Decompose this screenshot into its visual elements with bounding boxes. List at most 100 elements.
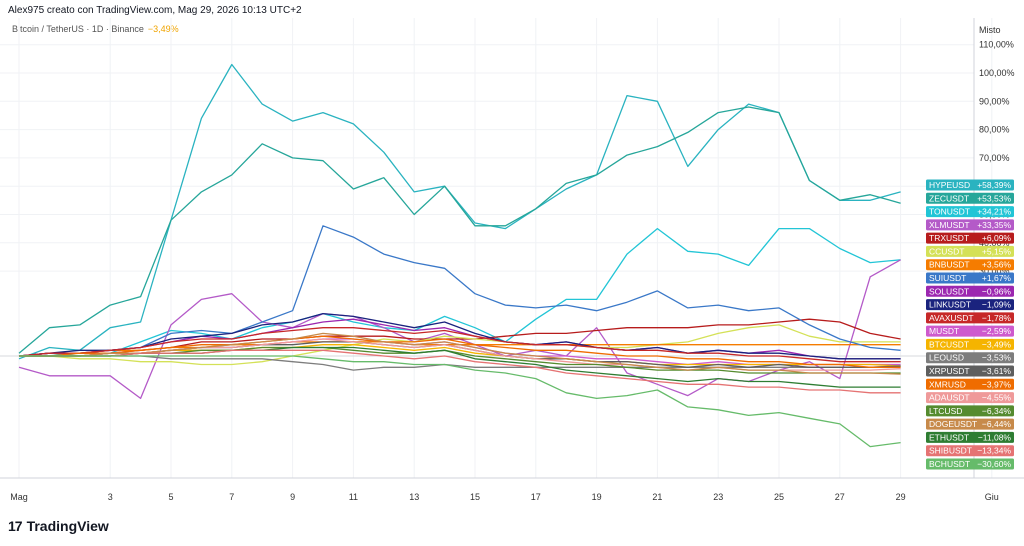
badge-zecusdt: ZECUSDT +53,53% bbox=[926, 192, 1014, 204]
badge-change: +6,09% bbox=[982, 233, 1012, 243]
badge-symbol: SHIBUSDT bbox=[929, 446, 972, 456]
badge-background bbox=[926, 192, 1014, 204]
badge-linkusdt: LINKUSDT −1,09% bbox=[926, 299, 1014, 311]
x-tick-label: Giu bbox=[985, 492, 999, 502]
badge-change: −1,78% bbox=[982, 313, 1012, 323]
series-line-ccusdt bbox=[19, 324, 901, 366]
badge-symbol: CCUSDT bbox=[929, 246, 964, 256]
series-line-tonusdt bbox=[18, 227, 901, 357]
badge-symbol: LINKUSDT bbox=[929, 300, 971, 310]
badge-change: −13,34% bbox=[977, 446, 1011, 456]
badge-symbol: BTCUSDT bbox=[929, 339, 969, 349]
y-tick-label: 70,00% bbox=[979, 153, 1010, 163]
badge-xrpusdt: XRPUSDT −3,61% bbox=[926, 365, 1014, 377]
x-tick-label: 15 bbox=[470, 492, 480, 502]
badge-change: −3,97% bbox=[982, 379, 1012, 389]
series-line-bchusdt bbox=[19, 355, 901, 448]
symbol-legend[interactable]: Bitcoin / TetherUS · 1D · Binance −3,49% bbox=[12, 24, 179, 34]
series-line-leousd bbox=[19, 355, 901, 371]
badge-symbol: HYPEUSD bbox=[929, 180, 970, 190]
badge-shibusdt: SHIBUSDT −13,34% bbox=[926, 445, 1014, 457]
y-tick-label: 80,00% bbox=[979, 125, 1010, 135]
symbol-label: Bitcoin / TetherUS · 1D · Binance bbox=[12, 24, 144, 34]
x-tick-label: 27 bbox=[835, 492, 845, 502]
badge-change: +3,56% bbox=[982, 260, 1012, 270]
badge-background bbox=[926, 179, 1014, 191]
badge-background bbox=[926, 405, 1014, 417]
series-line-zecusdt bbox=[18, 106, 901, 354]
y-tick-label: 90,00% bbox=[979, 96, 1010, 106]
badge-avaxusdt: AVAXUSDT −1,78% bbox=[926, 312, 1014, 324]
badge-change: +34,21% bbox=[977, 207, 1011, 217]
x-tick-label: 21 bbox=[652, 492, 662, 502]
x-tick-label: 11 bbox=[349, 492, 358, 502]
badge-change: −4,55% bbox=[982, 393, 1012, 403]
badge-symbol: MUSDT bbox=[929, 326, 959, 336]
series-line-avaxusdt bbox=[18, 327, 901, 363]
badge-symbol: XMRUSD bbox=[929, 379, 966, 389]
scale-mode-label[interactable]: Misto bbox=[979, 25, 1001, 35]
badge-background bbox=[926, 431, 1014, 443]
badge-symbol: XRPUSDT bbox=[929, 366, 970, 376]
badge-ethusdt: ETHUSDT −11,08% bbox=[926, 431, 1014, 443]
tradingview-brand: 17 TradingView bbox=[8, 518, 109, 534]
brand-name: TradingView bbox=[26, 518, 109, 534]
badge-xlmusdt: XLMUSDT +33,35% bbox=[926, 219, 1014, 231]
badge-background bbox=[926, 206, 1014, 218]
series-line-dogeusdt bbox=[19, 332, 901, 375]
badge-background bbox=[926, 352, 1014, 364]
badge-change: −6,34% bbox=[982, 406, 1012, 416]
badge-change: −3,53% bbox=[982, 353, 1012, 363]
chart-grid bbox=[0, 18, 993, 478]
x-tick-label: 25 bbox=[774, 492, 784, 502]
badge-background bbox=[926, 325, 1014, 337]
badge-change: −3,49% bbox=[982, 339, 1012, 349]
badge-leousd: LEOUSD −3,53% bbox=[926, 352, 1014, 364]
time-axis[interactable]: Mag 3 5 7 9 11 13 15 17 19 21 23 25 27 29 Giu bbox=[10, 492, 999, 502]
badge-background bbox=[926, 365, 1014, 377]
chart-attribution: Alex975 creato con TradingView.com, Mag … bbox=[8, 5, 302, 16]
x-tick-label: 9 bbox=[290, 492, 295, 502]
badge-symbol: XLMUSDT bbox=[929, 220, 970, 230]
x-tick-label: 29 bbox=[896, 492, 906, 502]
badge-symbol: DOGEUSDT bbox=[929, 419, 977, 429]
badge-change: −11,08% bbox=[978, 432, 1012, 442]
x-tick-label: 3 bbox=[108, 492, 113, 502]
badge-change: +53,53% bbox=[977, 193, 1011, 203]
badge-xmrusd: XMRUSD −3,97% bbox=[926, 378, 1014, 390]
badge-ltcusd: LTCUSD −6,34% bbox=[926, 405, 1014, 417]
series-lines bbox=[18, 63, 901, 448]
badge-change: +5,15% bbox=[982, 246, 1012, 256]
badge-bchusdt: BCHUSDT −30,60% bbox=[926, 458, 1014, 470]
badge-change: −0,96% bbox=[982, 286, 1012, 296]
badge-symbol: BCHUSDT bbox=[929, 459, 970, 469]
badge-background bbox=[926, 285, 1014, 297]
badge-dogeusdt: DOGEUSDT −6,44% bbox=[926, 418, 1014, 430]
badge-symbol: ADAUSDT bbox=[929, 393, 970, 403]
badge-background bbox=[926, 272, 1014, 284]
badge-adausdt: ADAUSDT −4,55% bbox=[926, 392, 1014, 404]
badge-change: +58,39% bbox=[977, 180, 1011, 190]
y-tick-label: 110,00% bbox=[979, 40, 1014, 50]
series-line-hypeusd bbox=[18, 63, 901, 360]
badge-symbol: SOLUSDT bbox=[929, 286, 969, 296]
x-tick-label: 5 bbox=[168, 492, 173, 502]
badge-symbol: SUIUSDT bbox=[929, 273, 966, 283]
x-tick-label: 23 bbox=[713, 492, 723, 502]
badge-change: −1,09% bbox=[982, 300, 1012, 310]
x-tick-label: 7 bbox=[229, 492, 234, 502]
badge-change: −6,44% bbox=[982, 419, 1012, 429]
badge-hypeusd: HYPEUSD +58,39% bbox=[926, 179, 1014, 191]
badge-background bbox=[926, 259, 1014, 271]
badge-solusdt: SOLUSDT −0,96% bbox=[926, 285, 1014, 297]
badge-trxusdt: TRXUSDT +6,09% bbox=[926, 232, 1014, 244]
symbol-change: −3,49% bbox=[147, 24, 179, 34]
y-tick-label: 30,00% bbox=[979, 266, 1010, 276]
x-tick-label: 19 bbox=[592, 492, 602, 502]
badge-bnbusdt: BNBUSDT +3,56% bbox=[926, 259, 1014, 271]
badge-suiusdt: SUIUSDT +1,67% bbox=[926, 272, 1014, 284]
badge-background bbox=[926, 338, 1014, 350]
badge-btcusdt: BTCUSDT −3,49% bbox=[926, 338, 1014, 350]
tradingview-logo-icon: 17 bbox=[8, 518, 23, 534]
